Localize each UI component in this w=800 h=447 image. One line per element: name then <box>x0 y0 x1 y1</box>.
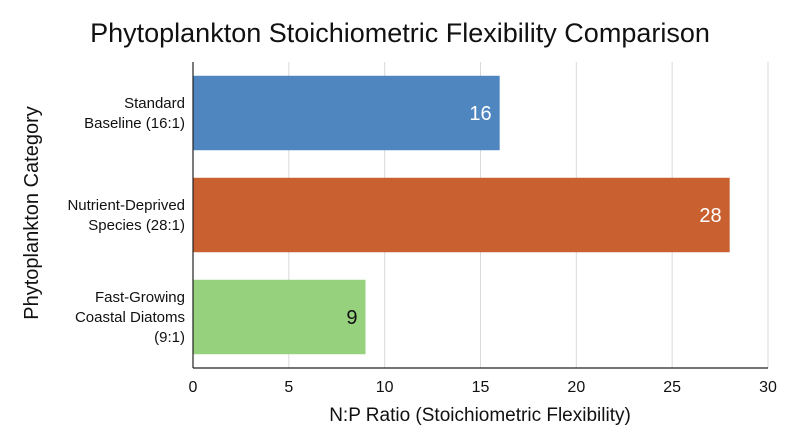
y-axis-label: Phytoplankton Category <box>21 106 43 319</box>
x-tick-label: 0 <box>189 379 198 396</box>
category-label: Fast-Growing Coastal Diatoms (9:1) <box>75 289 185 346</box>
bar <box>193 75 500 151</box>
axes <box>192 62 768 369</box>
bars: 16 28 9 <box>193 75 730 355</box>
x-tick-label: 10 <box>376 379 394 396</box>
bar <box>193 177 730 253</box>
category-label: Standard Baseline (16:1) <box>84 95 185 132</box>
data-label: 28 <box>699 205 721 227</box>
x-axis-label: N:P Ratio (Stoichiometric Flexibility) <box>329 405 631 426</box>
category-labels: Standard Baseline (16:1) Nutrient-Deprived… <box>67 95 185 346</box>
x-tick-label: 20 <box>567 379 585 396</box>
bar <box>193 279 366 355</box>
x-tick-label: 15 <box>472 379 490 396</box>
x-tick-label: 25 <box>663 379 681 396</box>
category-label: Nutrient-Deprived Species (28:1) <box>67 197 185 234</box>
x-tick-label: 5 <box>284 379 293 396</box>
x-tick-labels: 0 5 10 15 20 25 30 <box>189 379 777 396</box>
x-tick-label: 30 <box>759 379 777 396</box>
data-label: 16 <box>469 103 491 125</box>
data-label: 9 <box>346 307 357 329</box>
chart-title: Phytoplankton Stoichiometric Flexibility… <box>90 18 710 48</box>
